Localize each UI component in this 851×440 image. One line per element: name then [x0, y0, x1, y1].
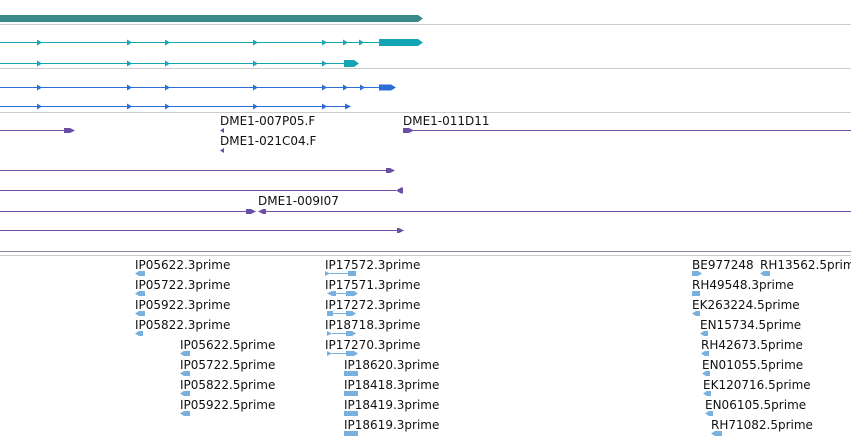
est-label[interactable]: IP05822.3prime: [135, 318, 231, 332]
est-glyph[interactable]: [344, 371, 358, 376]
est-glyph[interactable]: [702, 371, 710, 376]
clone-021C04-mark[interactable]: [220, 148, 224, 153]
est-glyph[interactable]: [692, 291, 700, 296]
est-label[interactable]: RH42673.5prime: [701, 338, 803, 352]
est-label[interactable]: IP17572.3prime: [325, 258, 421, 272]
clone-label[interactable]: DME1-021C04.F: [220, 134, 317, 148]
est-glyph[interactable]: [135, 271, 145, 276]
est-label[interactable]: EN15734.5prime: [700, 318, 802, 332]
clone-row-7[interactable]: [0, 228, 404, 233]
est-label[interactable]: IP05722.3prime: [135, 278, 231, 292]
est-label[interactable]: IP18418.3prime: [344, 378, 440, 392]
est-glyph[interactable]: [760, 271, 770, 276]
clone-007P05-mark[interactable]: [220, 128, 224, 133]
clone-009I07-row[interactable]: [0, 209, 851, 214]
est-label[interactable]: IP17270.3prime: [325, 338, 421, 352]
est-label[interactable]: EK120716.5prime: [703, 378, 811, 392]
transcript-teal-2[interactable]: [0, 60, 359, 67]
est-label[interactable]: RH49548.3prime: [692, 278, 794, 292]
est-label[interactable]: EK263224.5prime: [692, 298, 800, 312]
est-glyph[interactable]: [180, 351, 190, 356]
est-glyph[interactable]: [344, 431, 358, 436]
est-glyph[interactable]: [344, 391, 358, 396]
clone-alignments: [0, 128, 851, 233]
est-glyphs-left: [135, 271, 190, 416]
est-label[interactable]: BE977248: [692, 258, 754, 272]
est-glyph[interactable]: [701, 351, 709, 356]
est-label[interactable]: EN06105.5prime: [705, 398, 807, 412]
est-glyph[interactable]: [327, 351, 358, 356]
est-glyph[interactable]: [325, 271, 356, 276]
est-label[interactable]: IP18419.3prime: [344, 398, 440, 412]
transcript-blue-1[interactable]: [0, 84, 396, 91]
est-label[interactable]: IP05622.3prime: [135, 258, 231, 272]
est-glyph[interactable]: [135, 331, 143, 336]
est-glyphs-middle: [325, 271, 358, 436]
est-glyph[interactable]: [344, 411, 358, 416]
gene-model[interactable]: [0, 15, 423, 22]
est-label[interactable]: IP05622.5prime: [180, 338, 276, 352]
transcript-blue-2[interactable]: [0, 103, 351, 110]
clone-label[interactable]: DME1-009I07: [258, 194, 339, 208]
est-label[interactable]: IP05922.3prime: [135, 298, 231, 312]
est-label[interactable]: IP18620.3prime: [344, 358, 440, 372]
est-glyph[interactable]: [135, 311, 145, 316]
clone-label[interactable]: DME1-011D11: [403, 114, 490, 128]
clone-row-4[interactable]: [0, 168, 395, 173]
est-label[interactable]: EN01055.5prime: [702, 358, 804, 372]
clone-label[interactable]: DME1-007P05.F: [220, 114, 316, 128]
est-label[interactable]: IP05922.5prime: [180, 398, 276, 412]
est-label[interactable]: RH13562.5prime: [760, 258, 851, 272]
clone-011D11-row[interactable]: [403, 128, 851, 133]
est-glyph[interactable]: [327, 291, 358, 296]
est-glyph[interactable]: [700, 331, 708, 336]
est-glyphs-right: [692, 271, 770, 436]
est-label[interactable]: RH71082.5prime: [711, 418, 813, 432]
clone-row-1[interactable]: [0, 128, 75, 133]
est-label[interactable]: IP17272.3prime: [325, 298, 421, 312]
est-glyph[interactable]: [692, 311, 700, 316]
est-glyph[interactable]: [327, 331, 356, 336]
est-glyph[interactable]: [135, 291, 145, 296]
est-glyph[interactable]: [180, 371, 190, 376]
est-glyph[interactable]: [711, 431, 722, 436]
track-separators: [0, 24, 851, 256]
est-label[interactable]: IP17571.3prime: [325, 278, 421, 292]
est-glyph[interactable]: [692, 271, 702, 276]
est-label[interactable]: IP18718.3prime: [325, 318, 421, 332]
est-glyph[interactable]: [180, 411, 190, 416]
transcript-teal-1[interactable]: [0, 39, 423, 46]
est-glyph[interactable]: [703, 391, 711, 396]
clone-row-5[interactable]: [0, 187, 403, 194]
est-label[interactable]: IP18619.3prime: [344, 418, 440, 432]
est-glyph[interactable]: [180, 391, 190, 396]
est-label[interactable]: IP05822.5prime: [180, 378, 276, 392]
est-label[interactable]: IP05722.5prime: [180, 358, 276, 372]
est-glyph[interactable]: [705, 411, 713, 416]
est-glyph[interactable]: [327, 311, 356, 316]
gene-track: [0, 15, 423, 22]
